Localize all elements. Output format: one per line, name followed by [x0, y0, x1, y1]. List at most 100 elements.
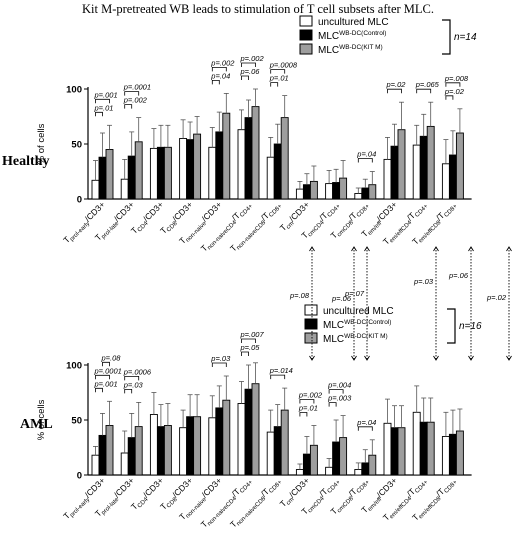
significance-bracket [211, 362, 227, 367]
arrow-head [364, 355, 370, 361]
significance-bracket [445, 95, 454, 100]
bar [244, 117, 253, 200]
bar [134, 141, 143, 200]
bar [149, 147, 158, 200]
comparison-pvalue: p=.03 [413, 277, 434, 286]
bar [98, 156, 107, 200]
significance-bracket [241, 338, 256, 343]
bar [156, 426, 165, 476]
significance-bracket [124, 376, 140, 381]
significance-bracket [241, 75, 249, 80]
category-label: Tem/effCD8/TCD8+ [410, 199, 459, 248]
significance-bracket [270, 374, 286, 380]
comparison-pvalue: p=.07 [344, 289, 365, 298]
legend-bracket [442, 19, 451, 55]
significance-bracket [299, 399, 315, 404]
bar [120, 178, 129, 200]
y-tick-label: 0 [77, 471, 82, 482]
n-label: n=16 [459, 321, 482, 332]
bar [208, 146, 217, 200]
panel-title: AML [20, 417, 53, 432]
legend-healthy: uncultured MLC MLCWB-DC(Control) MLCWB-DC(… [299, 15, 477, 56]
chart-panel-aml: AML% of cells050100p=.001p=.0001p=.08p=.… [20, 330, 472, 531]
y-tick-label: 0 [77, 195, 82, 206]
significance-label: p=.01 [94, 103, 114, 112]
significance-label: p=.03 [123, 380, 144, 389]
significance-bracket [95, 387, 103, 393]
significance-label: p=.04 [356, 418, 376, 427]
bar [237, 129, 246, 200]
bar [448, 433, 457, 476]
significance-label: p=.04 [210, 71, 230, 80]
bar [309, 444, 318, 476]
bar [325, 183, 334, 200]
significance-bracket [95, 374, 110, 380]
bar [361, 187, 370, 200]
significance-bracket [211, 80, 220, 85]
significance-label: p=.002 [298, 391, 323, 400]
comparison-pvalue: p=.06 [448, 271, 469, 280]
significance-label: p=.0001 [123, 83, 151, 92]
panel-title: Healthy [2, 154, 49, 169]
bar [127, 155, 136, 200]
category-label: Tcm/CD3+ [278, 475, 313, 510]
bar [127, 437, 136, 476]
bar [193, 416, 202, 476]
bar [419, 135, 428, 200]
bar [332, 441, 341, 476]
significance-label: p=.001 [94, 379, 118, 388]
bar [134, 426, 143, 476]
bar [419, 421, 428, 476]
legend-label: MLCWB-DC(Control) [318, 30, 386, 42]
significance-label: p=.004 [327, 381, 351, 390]
legend-swatch [299, 29, 313, 41]
y-axis-label: % of cells [36, 123, 47, 164]
significance-bracket [416, 88, 432, 94]
arrow-head [506, 355, 512, 361]
bar [149, 414, 158, 476]
significance-label: p=.001 [94, 90, 118, 99]
significance-bracket [387, 88, 402, 94]
category-label: Tnon-naiveCD8/TCD8+ [228, 475, 284, 531]
significance-bracket [328, 389, 344, 394]
bar [98, 434, 107, 476]
legend-label: MLCWB-DC(Control) [323, 319, 391, 331]
legend-label: uncultured MLC [323, 306, 394, 317]
arrow-head [364, 246, 370, 252]
bar [295, 188, 304, 200]
significance-label: p=.0006 [123, 367, 152, 376]
bar [368, 454, 377, 476]
bar [251, 383, 260, 476]
legend-label: MLCWB-DC(KIT M) [323, 333, 388, 345]
significance-bracket [241, 62, 256, 67]
significance-label: p=.002 [210, 58, 235, 67]
legend-label: MLCWB-DC(KIT M) [318, 44, 383, 56]
bar [383, 422, 392, 476]
significance-label: p=.02 [386, 80, 407, 89]
bar [280, 117, 289, 200]
legend-bracket [447, 308, 456, 344]
bar [273, 143, 282, 200]
bar [455, 132, 464, 200]
bar [163, 425, 172, 476]
significance-label: p=.002 [123, 96, 148, 105]
significance-bracket [357, 158, 373, 163]
bar [91, 454, 100, 476]
arrow-head [506, 246, 512, 252]
y-tick-label: 100 [66, 361, 82, 372]
bar [91, 179, 100, 200]
legend-label: uncultured MLC [318, 17, 389, 28]
significance-bracket [102, 361, 110, 367]
significance-label: p=.002 [240, 54, 265, 63]
bar [237, 403, 246, 476]
chart-panel-healthy: Healthy% of cells 0 50 100 p=.01 p=.001 p=.002… [2, 54, 472, 255]
bar [295, 469, 304, 476]
bar [309, 180, 318, 200]
bar [273, 426, 282, 476]
category-label: Tnon-naiveCD8/TCD8+ [228, 199, 284, 255]
significance-label: p=.05 [240, 343, 261, 352]
bar [186, 139, 195, 200]
bar [266, 156, 275, 200]
